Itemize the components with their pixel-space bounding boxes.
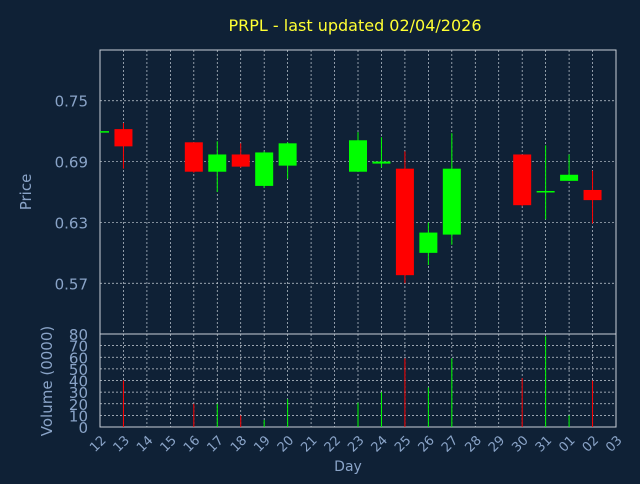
candle-body [536, 190, 555, 193]
price-tick-label: 0.57 [55, 275, 88, 293]
candle-body [231, 154, 250, 167]
volume-axis-label: Volume (0000) [38, 326, 56, 436]
x-axis-label: Day [334, 459, 362, 475]
candle-body [184, 142, 203, 172]
plot-layer: 12 13 14 15 16 17 18 19 20 21 22 23 24 25 26 27 28 29 30 31… [55, 49, 626, 456]
volume-tick-label: 60 [69, 349, 88, 367]
candle-body [513, 154, 532, 206]
price-tick-label: 0.69 [55, 154, 88, 172]
candle-body [114, 129, 133, 147]
volume-tick-label: 70 [69, 338, 88, 356]
candle-body [278, 143, 297, 166]
volume-tick-label: 30 [69, 384, 88, 402]
volume-tick-label: 40 [69, 373, 88, 391]
candle-body [372, 161, 391, 164]
candle-body [349, 140, 367, 172]
volume-tick-label: 20 [69, 396, 88, 414]
price-tick-label: 0.75 [55, 93, 88, 111]
candle-body [419, 232, 438, 253]
candle-body [442, 168, 461, 235]
volume-tick-label: 80 [69, 326, 88, 344]
price-axis-label: Price [17, 174, 35, 211]
candle-body [100, 131, 109, 133]
price-tick-label: 0.63 [55, 214, 88, 232]
volume-tick-label: 10 [69, 407, 88, 425]
volume-tick-label: 50 [69, 361, 88, 379]
candle-body [560, 174, 579, 181]
candle-body [395, 168, 414, 276]
candle-body [583, 189, 602, 201]
volume-tick-label: 0 [78, 419, 88, 437]
candle-body [208, 154, 227, 172]
candle-body [255, 152, 274, 186]
chart-title: PRPL - last updated 02/04/2026 [228, 16, 481, 35]
